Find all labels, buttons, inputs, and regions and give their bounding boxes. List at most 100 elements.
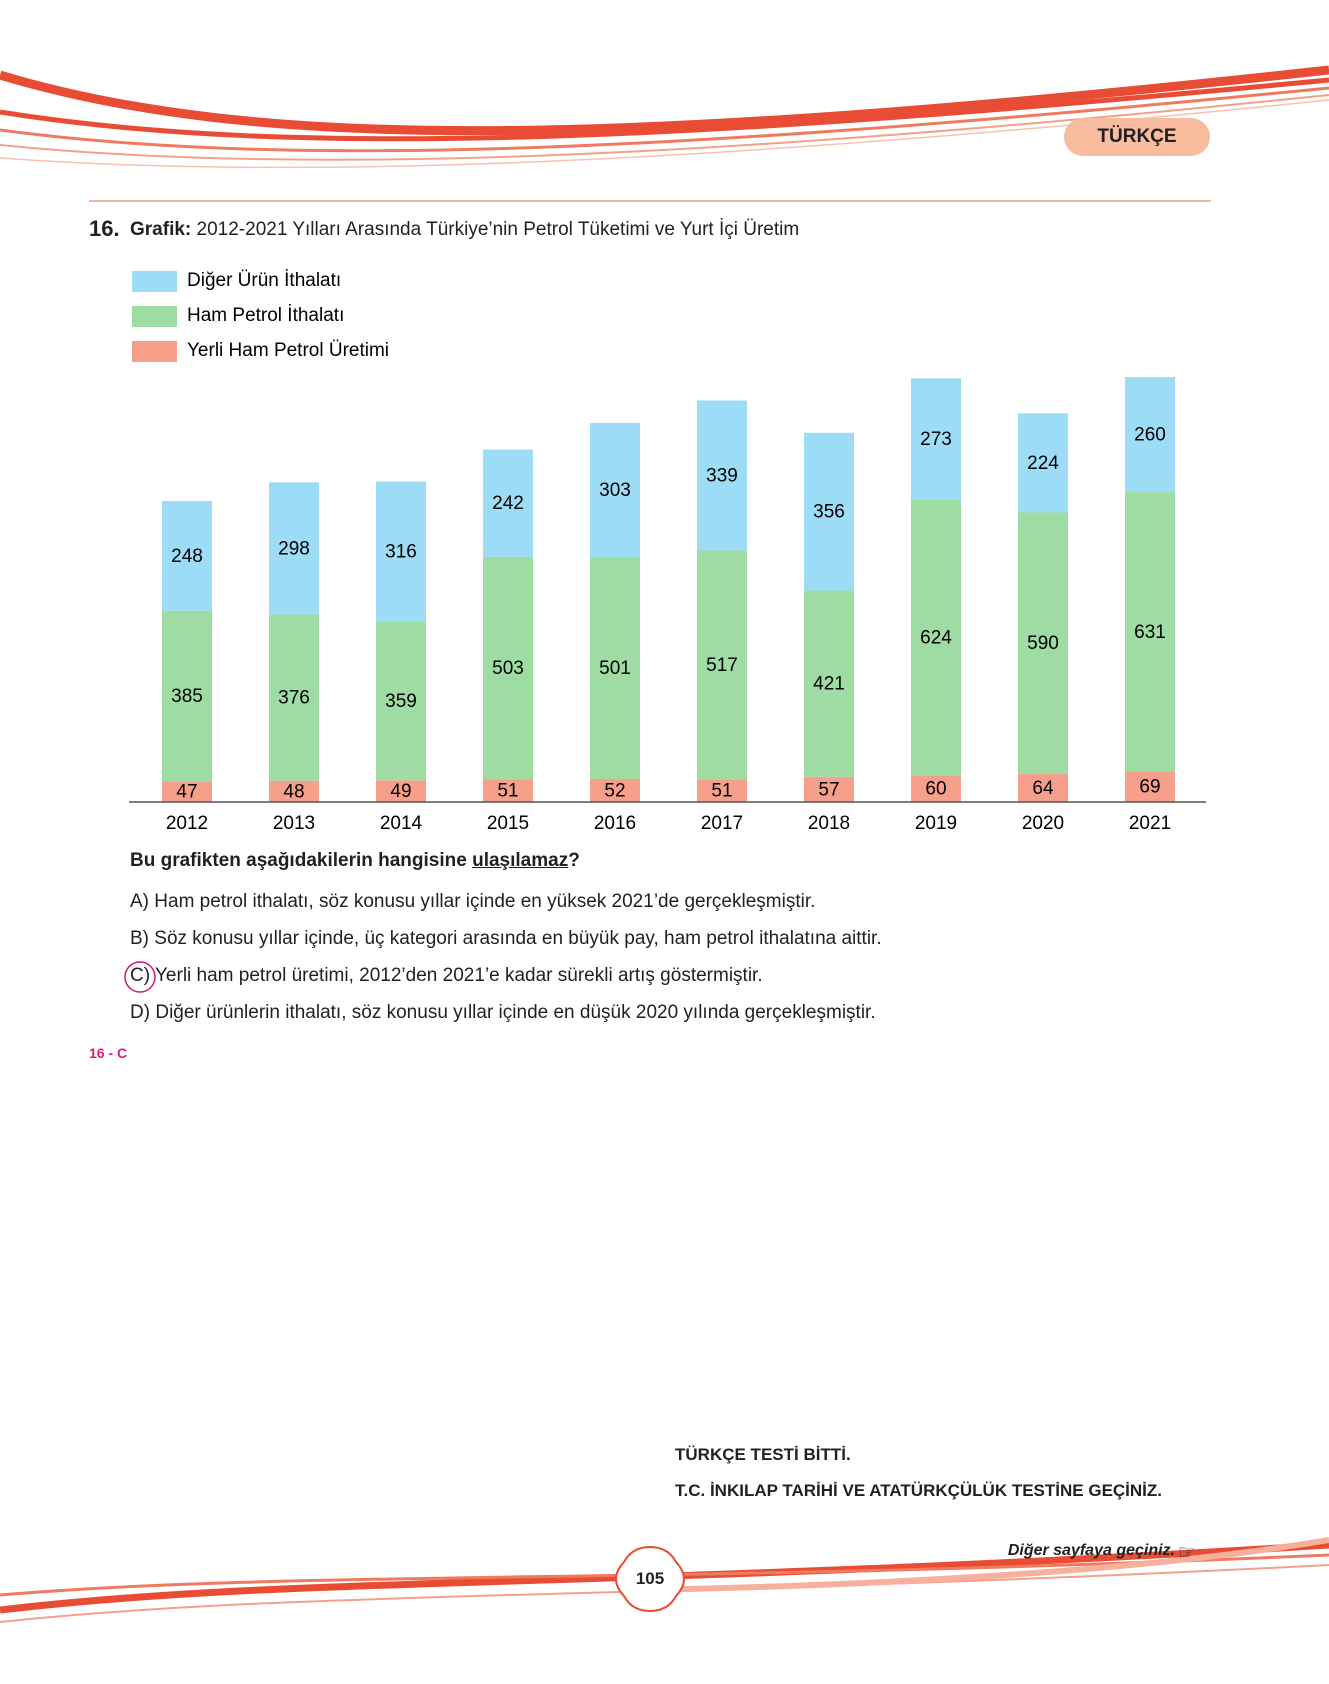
bar-segment [269, 614, 319, 781]
subject: TÜRKÇE [1097, 126, 1177, 147]
prompt-text: Bu grafikten aşağıdakilerin hangisine [130, 850, 467, 871]
bar-segment [162, 500, 212, 611]
option-letter: B) [130, 928, 149, 949]
data-label: 48 [283, 781, 304, 802]
option-text: Diğer ürünlerin ithalatı, söz konusu yıl… [155, 1002, 876, 1023]
bar-segment [911, 775, 961, 802]
data-label: 51 [711, 781, 732, 802]
bar-segment [697, 550, 747, 780]
prompt: Bu grafikten aşağıdakilerin hangisine ul… [130, 850, 580, 872]
data-label: 52 [604, 781, 625, 802]
bar-segment [1018, 413, 1068, 513]
data-label: 631 [1134, 622, 1166, 643]
footer-line: T.C. İNKILAP TARİHİ VE ATATÜRKÇÜLÜK TEST… [675, 1481, 1163, 1500]
bar-segment [376, 481, 426, 622]
chart: Diğer Ürün İthalatı Ham Petrol İthalatı Ye… [129, 270, 1206, 834]
data-label: 57 [818, 779, 839, 800]
subject-pill [1064, 118, 1210, 156]
bar-segment [911, 378, 961, 500]
bar-segment [162, 781, 212, 802]
data-label: 273 [920, 429, 952, 450]
top-swoosh [0, 65, 1329, 169]
data-label: 316 [385, 541, 417, 562]
x-tick-label: 2019 [915, 813, 957, 834]
bottom-swoosh [0, 1537, 1329, 1623]
data-label: 224 [1027, 453, 1059, 474]
data-label: 47 [176, 782, 197, 803]
bar-segment [590, 423, 640, 558]
bar-segment [1125, 377, 1175, 493]
data-label: 503 [492, 658, 524, 679]
data-label: 51 [497, 781, 518, 802]
legend-swatch [132, 271, 177, 292]
bar-segment [590, 778, 640, 802]
question-title: Grafik: 2012-2021 Yılları Arasında Türki… [130, 219, 799, 241]
x-tick-label: 2020 [1022, 813, 1064, 834]
bar-segment [1125, 771, 1175, 802]
data-label: 385 [171, 686, 203, 707]
data-label: 49 [390, 781, 411, 802]
legend-label: Yerli Ham Petrol Üretimi [187, 340, 389, 361]
bar-segment [804, 432, 854, 591]
option-letter: D) [130, 1002, 151, 1023]
data-label: 69 [1139, 777, 1160, 798]
bar-segment [1125, 492, 1175, 772]
x-tick-label: 2018 [808, 813, 850, 834]
answer-circle [124, 961, 156, 993]
data-label: 376 [278, 688, 310, 709]
bar-segment [590, 557, 640, 779]
footer-line: TÜRKÇE TESTİ BİTTİ. [675, 1445, 851, 1464]
bar-segment [376, 621, 426, 781]
data-label: 64 [1032, 778, 1054, 799]
data-label: 590 [1027, 633, 1059, 654]
bar-segment [162, 610, 212, 782]
page-badge [615, 1545, 685, 1613]
bar-segment [483, 779, 533, 802]
legend-label: Diğer Ürün İthalatı [187, 270, 341, 291]
x-tick-label: 2014 [380, 813, 423, 834]
data-label: 242 [492, 493, 524, 514]
question-number: 16. [89, 216, 120, 241]
option: A) Ham petrol ithalatı, söz konusu yılla… [130, 891, 815, 913]
x-tick-label: 2021 [1129, 813, 1171, 834]
bar-segment [911, 499, 961, 776]
data-label: 501 [599, 658, 631, 679]
legend-label: Ham Petrol İthalatı [187, 305, 344, 326]
title-text: 2012-2021 Yılları Arasında Türkiye’nin P… [196, 219, 800, 240]
data-label: 298 [278, 538, 310, 559]
title-label: Grafik: [130, 219, 192, 240]
bar-segment [804, 590, 854, 777]
bar-segment [269, 482, 319, 615]
next-page: Diğer sayfaya geçiniz. [1007, 1542, 1175, 1559]
bar-segment [483, 449, 533, 557]
legend-swatch [132, 306, 177, 327]
option-text: Söz konusu yıllar içinde, üç kategori ar… [154, 928, 882, 949]
x-tick-label: 2016 [594, 813, 636, 834]
bar-segment [376, 780, 426, 802]
data-label: 517 [706, 655, 738, 676]
option-letter: C) [130, 965, 151, 986]
data-label: 303 [599, 480, 631, 501]
answer-key: 16 - C [89, 1045, 128, 1061]
data-label: 421 [813, 674, 845, 695]
data-label: 60 [925, 779, 946, 800]
data-label: 624 [920, 627, 952, 648]
option: B) Söz konusu yıllar içinde, üç kategori… [130, 928, 882, 950]
bar-segment [697, 779, 747, 802]
option-text: Ham petrol ithalatı, söz konusu yıllar i… [154, 891, 816, 912]
x-tick-label: 2012 [166, 813, 208, 834]
data-label: 356 [813, 502, 845, 523]
bar-segment [269, 780, 319, 802]
bar-segment [1018, 512, 1068, 774]
option-text: Yerli ham petrol üretimi, 2012’den 2021’… [155, 965, 763, 986]
x-tick-label: 2015 [487, 813, 529, 834]
bar-segment [804, 776, 854, 802]
prompt-emphasis: ulaşılamaz [472, 850, 569, 871]
data-label: 339 [706, 466, 738, 487]
data-label: 359 [385, 691, 417, 712]
x-tick-label: 2013 [273, 813, 315, 834]
option: D) Diğer ürünlerin ithalatı, söz konusu … [130, 1002, 876, 1024]
data-label: 248 [171, 546, 203, 567]
